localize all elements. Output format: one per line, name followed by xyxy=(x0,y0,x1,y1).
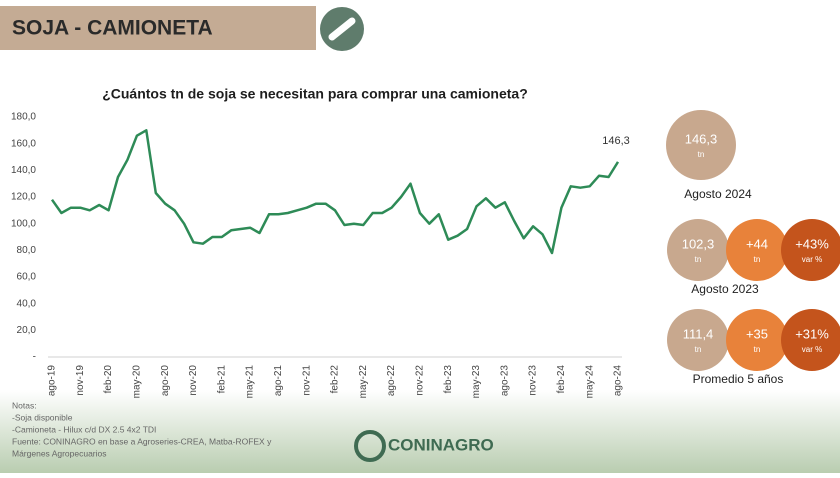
summary-unit: var % xyxy=(802,255,822,264)
x-tick-label: feb-20 xyxy=(103,365,114,394)
x-tick-label: may-24 xyxy=(584,365,595,399)
summary-value: +35 xyxy=(746,326,768,341)
note: -Soja disponible xyxy=(12,412,73,422)
summary-unit: tn xyxy=(698,150,705,159)
summary-label: Agosto 2024 xyxy=(684,187,752,201)
x-tick-label: ago-24 xyxy=(613,365,624,397)
summary-circle xyxy=(666,110,736,180)
logo-text: CONINAGRO xyxy=(388,435,494,454)
summary-unit: var % xyxy=(802,345,822,354)
summary-circle xyxy=(667,219,729,281)
x-tick-label: nov-19 xyxy=(75,365,86,396)
summary-value: +44 xyxy=(746,236,768,251)
x-tick-label: feb-24 xyxy=(556,365,567,394)
x-tick-label: feb-21 xyxy=(216,365,227,394)
note: Fuente: CONINAGRO en base a Agroseries-C… xyxy=(12,436,272,446)
x-tick-label: nov-22 xyxy=(415,365,426,396)
summary-unit: tn xyxy=(754,255,761,264)
summary-unit: tn xyxy=(695,345,702,354)
y-tick-label: 140,0 xyxy=(11,165,36,176)
note: Márgenes Agropecuarios xyxy=(12,448,107,458)
x-tick-label: may-23 xyxy=(471,365,482,399)
summary-label: Agosto 2023 xyxy=(691,282,759,296)
x-tick-label: nov-20 xyxy=(188,365,199,396)
y-tick-label: 40,0 xyxy=(17,298,37,309)
summary-unit: tn xyxy=(754,345,761,354)
summary-value: 102,3 xyxy=(682,236,715,251)
y-tick-label: 20,0 xyxy=(17,325,37,336)
y-tick-label: 60,0 xyxy=(17,272,37,283)
y-tick-label: - xyxy=(33,352,36,363)
summary-value: +31% xyxy=(795,326,829,341)
header-title: SOJA - CAMIONETA xyxy=(12,17,213,40)
data-label: 146,3 xyxy=(602,135,630,147)
summary-circle xyxy=(781,219,840,281)
summary-value: 111,4 xyxy=(683,326,714,341)
x-tick-label: nov-21 xyxy=(301,365,312,396)
x-tick-label: ago-20 xyxy=(160,365,171,397)
x-tick-label: ago-22 xyxy=(386,365,397,397)
summary-value: +43% xyxy=(795,236,829,251)
x-tick-label: ago-23 xyxy=(499,365,510,397)
x-tick-label: ago-19 xyxy=(47,365,58,397)
y-tick-label: 100,0 xyxy=(11,218,36,229)
summary-value: 146,3 xyxy=(685,131,718,146)
icon-shape xyxy=(328,17,356,41)
summary-unit: tn xyxy=(695,255,702,264)
note: Notas: xyxy=(12,400,37,410)
y-tick-label: 120,0 xyxy=(11,192,36,203)
notes: Notas: -Soja disponible -Camioneta - Hilux… xyxy=(12,400,272,458)
y-tick-label: 160,0 xyxy=(11,138,36,149)
summary-circle xyxy=(781,309,840,371)
y-tick-label: 80,0 xyxy=(17,245,37,256)
chart: - 20,0 40,0 60,0 80,0 100,0 120,0 140,0 160,0 180… xyxy=(11,112,630,399)
chart-title: ¿Cuántos tn de soja se necesitan para co… xyxy=(102,86,528,102)
x-tick-label: may-22 xyxy=(358,365,369,399)
summary-circle xyxy=(726,309,788,371)
summary: 146,3 tn Agosto 2024 102,3 tn +44 tn +43% var % A… xyxy=(666,110,840,386)
summary-circle xyxy=(667,309,729,371)
x-tick-label: feb-22 xyxy=(330,365,341,394)
x-tick-label: nov-23 xyxy=(528,365,539,396)
summary-circle xyxy=(726,219,788,281)
line xyxy=(50,129,620,255)
note: -Camioneta - Hilux c/d DX 2.5 4x2 TDI xyxy=(12,424,156,434)
x-tick-label: ago-21 xyxy=(273,365,284,397)
x-tick-label: may-20 xyxy=(132,365,143,399)
header-bar xyxy=(0,6,316,50)
grass xyxy=(0,390,840,473)
summary-label: Promedio 5 años xyxy=(693,372,784,386)
y-tick-label: 180,0 xyxy=(11,112,36,123)
x-tick-label: feb-23 xyxy=(443,365,454,394)
logo-icon xyxy=(354,430,386,462)
x-tick-label: may-21 xyxy=(245,365,256,399)
